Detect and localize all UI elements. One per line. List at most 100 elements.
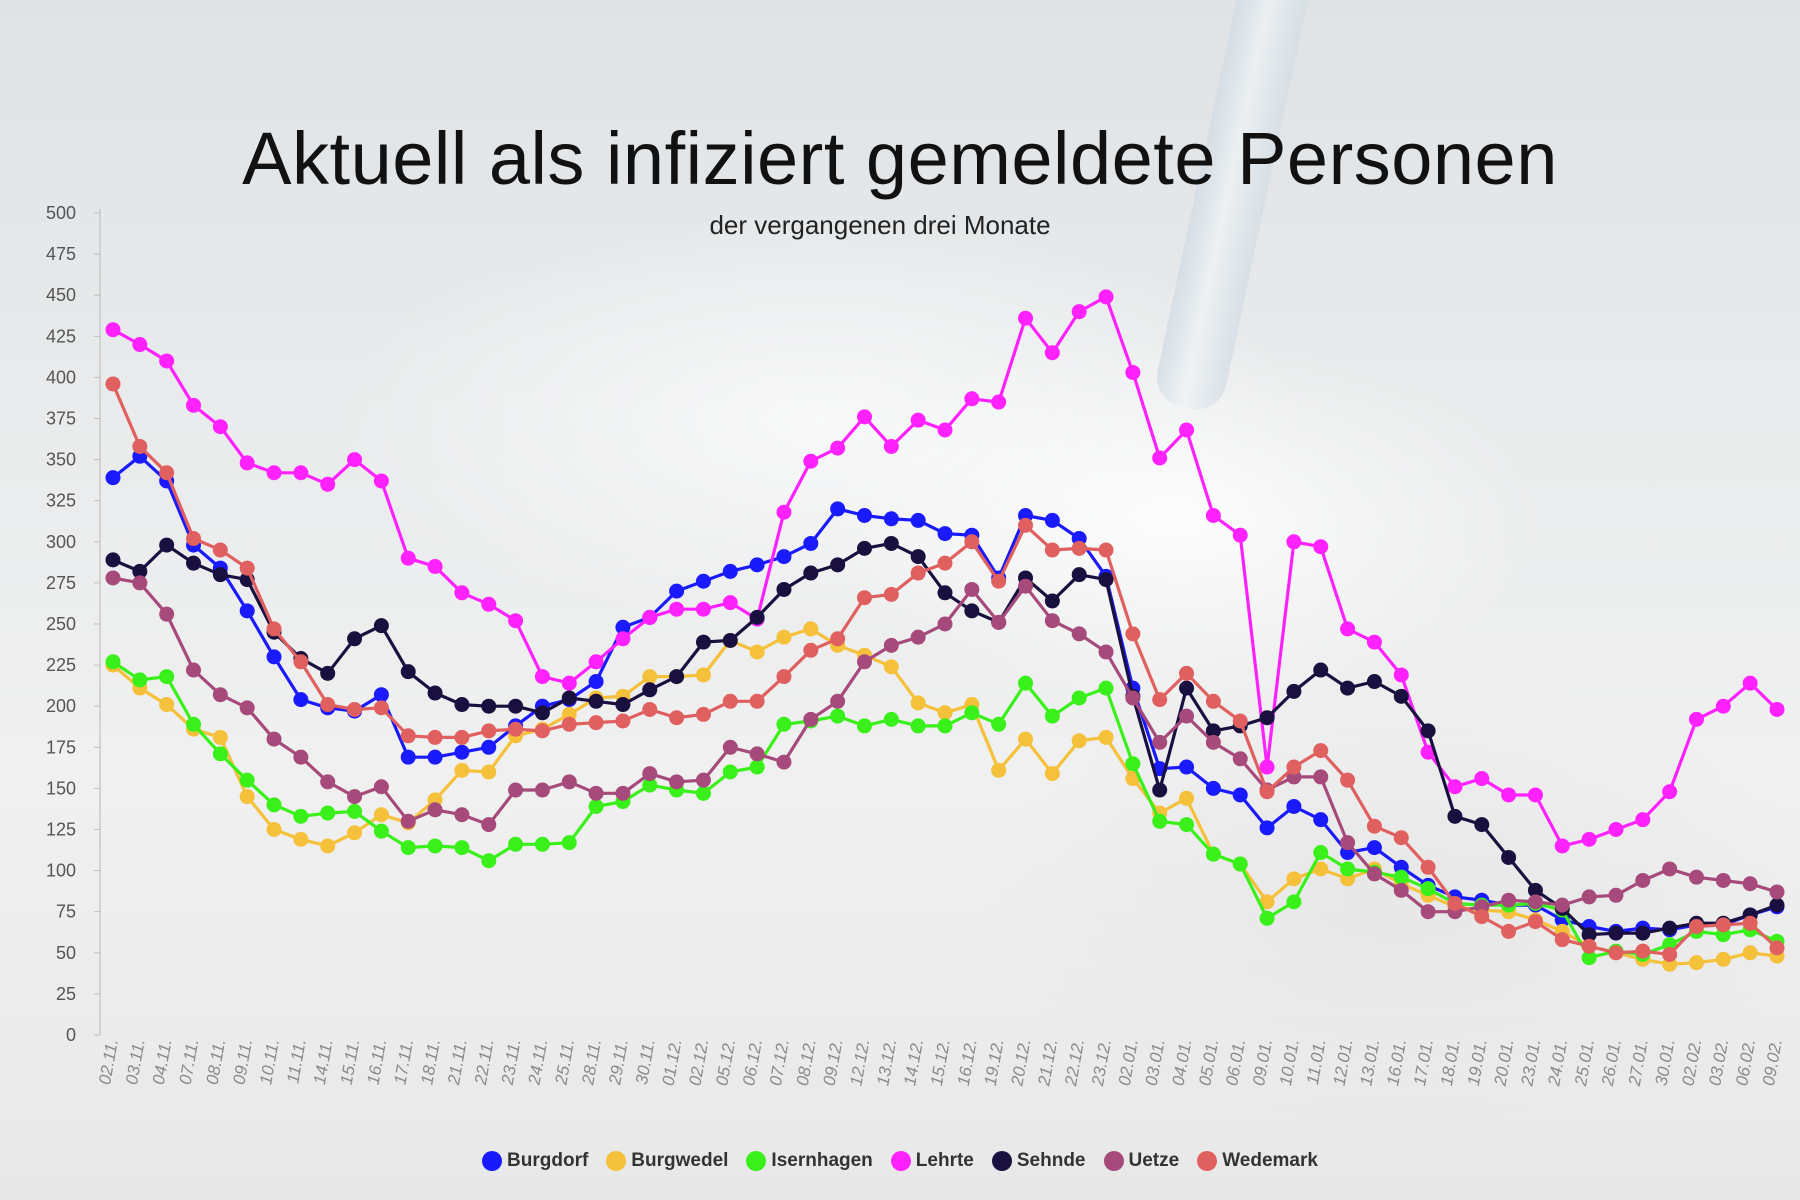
data-point-wedemark <box>1259 784 1275 800</box>
data-point-uetze <box>1152 734 1168 750</box>
data-point-sehnde <box>1420 723 1436 739</box>
data-point-sehnde <box>1313 662 1329 678</box>
data-point-isernhagen <box>910 718 926 734</box>
data-point-burgwedel <box>910 695 926 711</box>
x-tick-label: 10.11. <box>256 1037 283 1086</box>
data-point-lehrte <box>669 601 685 617</box>
x-tick-label: 11.11. <box>283 1037 309 1084</box>
data-point-lehrte <box>508 613 524 629</box>
legend-swatch <box>890 1151 911 1171</box>
data-point-isernhagen <box>561 835 577 851</box>
x-tick-label: 20.01. <box>1490 1037 1517 1088</box>
data-point-lehrte <box>1554 838 1570 854</box>
data-point-uetze <box>373 779 389 795</box>
data-point-uetze <box>1340 835 1356 851</box>
x-tick-label: 11.01. <box>1303 1037 1330 1086</box>
data-point-burgdorf <box>883 511 899 527</box>
x-tick-label: 12.01. <box>1330 1037 1357 1087</box>
legend-swatch <box>746 1151 767 1171</box>
data-point-lehrte <box>642 609 658 625</box>
data-point-wedemark <box>373 700 389 716</box>
data-point-sehnde <box>642 682 658 698</box>
data-point-wedemark <box>534 723 550 739</box>
data-point-lehrte <box>1313 539 1329 555</box>
data-point-isernhagen <box>293 808 309 824</box>
data-point-uetze <box>615 785 631 801</box>
data-point-sehnde <box>1286 683 1302 699</box>
legend-item-wedemark[interactable]: Wedemark <box>1197 1150 1318 1172</box>
legend-item-lehrte[interactable]: Lehrte <box>890 1150 974 1172</box>
data-point-wedemark <box>1044 542 1060 558</box>
data-point-sehnde <box>1393 688 1409 704</box>
data-point-lehrte <box>427 558 443 574</box>
data-point-wedemark <box>132 438 148 454</box>
data-point-uetze <box>1393 882 1409 898</box>
data-point-lehrte <box>1044 345 1060 361</box>
x-tick-label: 15.11. <box>337 1037 364 1086</box>
data-point-wedemark <box>1635 943 1651 959</box>
data-point-wedemark <box>1393 830 1409 846</box>
data-point-wedemark <box>1662 946 1678 962</box>
x-tick-label: 17.11. <box>390 1037 417 1086</box>
legend-item-isernhagen[interactable]: Isernhagen <box>746 1150 873 1172</box>
data-point-burgdorf <box>588 674 604 690</box>
data-point-burgwedel <box>642 669 658 685</box>
legend-swatch <box>606 1151 627 1171</box>
data-point-uetze <box>910 629 926 645</box>
data-point-uetze <box>1662 861 1678 877</box>
data-point-isernhagen <box>454 840 470 856</box>
x-tick-label: 16.12. <box>954 1037 981 1087</box>
x-tick-label: 22.12. <box>1061 1037 1088 1088</box>
data-point-isernhagen <box>1205 846 1221 862</box>
legend-item-burgwedel[interactable]: Burgwedel <box>606 1150 728 1172</box>
data-point-wedemark <box>964 534 980 550</box>
y-tick-label: 350 <box>46 450 76 470</box>
x-tick-label: 25.11. <box>551 1037 578 1087</box>
data-point-burgdorf <box>749 557 765 573</box>
x-tick-label: 16.11. <box>364 1037 391 1086</box>
data-point-sehnde <box>1071 567 1087 583</box>
data-point-wedemark <box>561 716 577 732</box>
data-point-sehnde <box>1501 849 1517 865</box>
data-point-sehnde <box>508 698 524 714</box>
data-point-isernhagen <box>373 823 389 839</box>
data-point-lehrte <box>239 455 255 471</box>
data-point-uetze <box>749 746 765 762</box>
legend-item-burgdorf[interactable]: Burgdorf <box>482 1150 588 1172</box>
data-point-uetze <box>856 654 872 670</box>
data-point-burgwedel <box>991 762 1007 778</box>
data-point-sehnde <box>830 557 846 573</box>
x-tick-label: 25.01. <box>1571 1037 1598 1088</box>
data-point-isernhagen <box>427 838 443 854</box>
data-point-wedemark <box>1313 743 1329 759</box>
data-point-lehrte <box>856 409 872 425</box>
data-point-lehrte <box>991 394 1007 410</box>
data-point-burgdorf <box>400 749 416 765</box>
data-point-burgdorf <box>695 573 711 589</box>
data-point-sehnde <box>722 632 738 648</box>
data-point-sehnde <box>454 697 470 713</box>
data-point-uetze <box>883 637 899 653</box>
data-point-wedemark <box>1554 932 1570 948</box>
data-point-burgwedel <box>1715 951 1731 967</box>
data-point-wedemark <box>830 631 846 647</box>
legend-item-uetze[interactable]: Uetze <box>1103 1150 1179 1172</box>
legend-item-sehnde[interactable]: Sehnde <box>991 1150 1086 1172</box>
data-point-sehnde <box>1179 680 1195 696</box>
data-point-wedemark <box>1688 918 1704 934</box>
data-point-isernhagen <box>588 798 604 814</box>
data-point-wedemark <box>1232 713 1248 729</box>
data-point-uetze <box>481 817 497 833</box>
data-point-lehrte <box>400 550 416 566</box>
data-point-wedemark <box>454 729 470 745</box>
x-tick-label: 04.01. <box>1169 1037 1196 1087</box>
x-tick-label: 03.11. <box>122 1037 149 1086</box>
data-point-isernhagen <box>722 764 738 780</box>
data-point-burgdorf <box>856 507 872 523</box>
data-point-lehrte <box>159 353 175 369</box>
legend-swatch <box>482 1151 503 1171</box>
data-point-wedemark <box>1098 542 1114 558</box>
data-point-sehnde <box>1474 817 1490 833</box>
x-tick-label: 09.01. <box>1249 1037 1276 1087</box>
